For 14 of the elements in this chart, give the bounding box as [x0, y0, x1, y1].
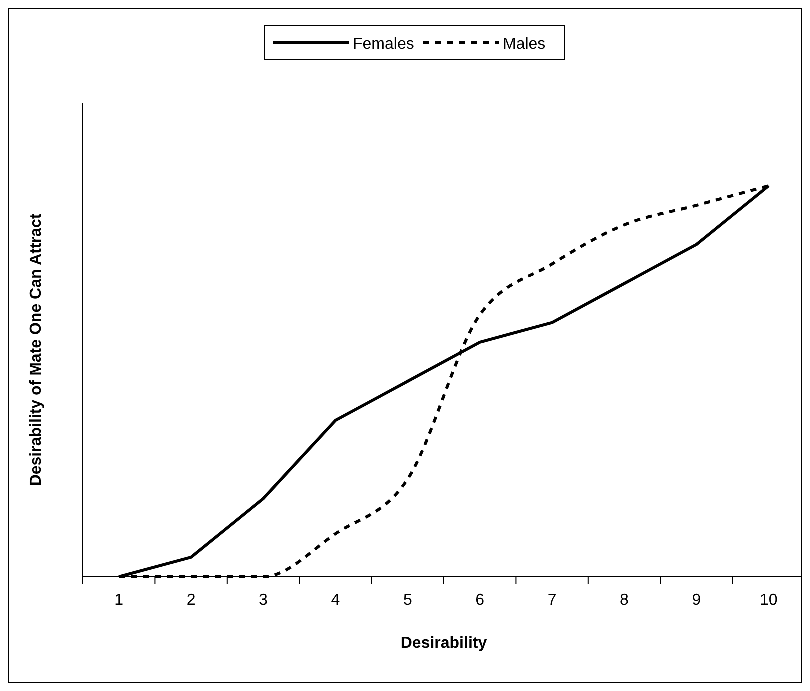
x-axis-title: Desirability — [400, 635, 488, 652]
x-tick-label: 8 — [620, 592, 630, 609]
y-axis-title: Desirability of Mate One Can Attract — [28, 213, 45, 486]
x-tick-label: 4 — [331, 592, 340, 609]
x-tick-label: 3 — [259, 592, 268, 609]
x-tick-label: 1 — [114, 592, 124, 609]
x-tick-label: 2 — [186, 592, 196, 609]
x-tick-label: 9 — [692, 592, 702, 609]
x-tick-label: 5 — [403, 592, 412, 609]
legend-label: Males — [503, 36, 546, 53]
x-tick-label: 7 — [548, 592, 557, 609]
x-tick-label: 6 — [476, 592, 485, 609]
x-tick-label: 10 — [760, 592, 778, 609]
legend-label: Females — [353, 36, 414, 53]
